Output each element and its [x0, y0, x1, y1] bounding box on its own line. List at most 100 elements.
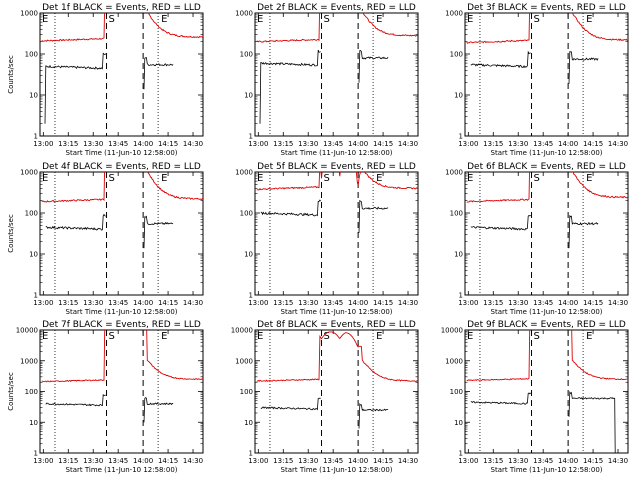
x-tick-label: 14:30 [608, 457, 628, 465]
x-tick-label: 13:30 [298, 299, 318, 307]
y-tick-label: 10000 [16, 327, 38, 335]
x-tick-label: 13:15 [273, 299, 293, 307]
start-marker-label: S [534, 14, 540, 25]
x-tick-label: 13:15 [58, 140, 78, 148]
end-marker-label: E [376, 173, 382, 184]
plot-frame [254, 12, 419, 137]
x-axis-label: Start Time (11-Jun-10 12:58:00) [281, 466, 393, 474]
x-tick-label: 14:15 [373, 299, 393, 307]
x-tick-label: 14:15 [373, 140, 393, 148]
y-tick-label: 100 [450, 51, 463, 59]
y-tick-label: 1000 [20, 169, 38, 177]
y-tick-label: 10000 [441, 327, 463, 335]
start-marker-label: S [534, 331, 540, 342]
y-tick-label: 1 [249, 292, 253, 300]
x-tick-label: 13:00 [458, 457, 478, 465]
x-tick-label: 13:30 [298, 140, 318, 148]
x-tick-label: 13:30 [83, 457, 103, 465]
x-tick-label: 14:15 [158, 457, 178, 465]
lld-series-line [466, 172, 628, 203]
y-tick-label: 1000 [20, 357, 38, 365]
x-tick-label: 13:15 [58, 299, 78, 307]
y-tick-label: 100 [450, 388, 463, 396]
y-tick-label: 1000 [235, 169, 253, 177]
events-series-line [358, 402, 389, 429]
x-tick-label: 13:00 [33, 299, 53, 307]
y-tick-label: 1 [249, 450, 253, 458]
panel-title: Det 6f BLACK = Events, RED = LLD [467, 162, 626, 172]
panel-title: Det 9f BLACK = Events, RED = LLD [467, 320, 626, 330]
end-marker-label: E [161, 173, 167, 184]
x-tick-label: 13:00 [33, 140, 53, 148]
left-marker-label: E [467, 331, 473, 342]
panel-title: Det 2f BLACK = Events, RED = LLD [257, 3, 416, 13]
y-axis-label: Counts/sec [7, 55, 15, 94]
y-tick-label: 1 [34, 292, 38, 300]
end-marker-label: E [586, 331, 592, 342]
lld-series-line [466, 330, 628, 382]
y-tick-label: 1 [459, 450, 463, 458]
x-tick-label: 13:45 [533, 299, 553, 307]
lld-series-line [256, 172, 418, 191]
start-marker-label: S [109, 331, 115, 342]
plot-frame [39, 12, 204, 137]
end-marker-label: E [376, 14, 382, 25]
start-marker-label: S [324, 331, 330, 342]
start-marker-label: S [324, 173, 330, 184]
panel-title: Det 8f BLACK = Events, RED = LLD [257, 320, 416, 330]
y-tick-label: 100 [25, 388, 38, 396]
detector-panel: Det 5f BLACK = Events, RED = LLD 13:00 13:… [235, 162, 419, 316]
end-marker-label: E [586, 173, 592, 184]
events-series-line [470, 214, 531, 231]
panel-title: Det 4f BLACK = Events, RED = LLD [42, 162, 201, 172]
plot-frame [464, 171, 629, 296]
events-series-line [358, 199, 389, 234]
x-tick-label: 14:30 [398, 299, 418, 307]
y-tick-label: 100 [25, 51, 38, 59]
detector-panel: Det 8f BLACK = Events, RED = LLD 13:00 13:… [231, 320, 419, 474]
x-tick-label: 14:15 [583, 140, 603, 148]
x-tick-label: 13:45 [108, 299, 128, 307]
y-tick-label: 1000 [445, 169, 463, 177]
x-tick-label: 14:00 [348, 457, 368, 465]
events-series-line [260, 199, 322, 217]
y-tick-label: 10 [244, 419, 253, 427]
plot-frame [464, 12, 629, 137]
y-tick-label: 1 [249, 133, 253, 141]
x-tick-label: 13:00 [248, 457, 268, 465]
y-tick-label: 1000 [20, 10, 38, 18]
x-tick-label: 13:15 [58, 457, 78, 465]
detector-panel: Det 2f BLACK = Events, RED = LLD 13:00 13:… [235, 3, 419, 157]
x-tick-label: 14:30 [183, 299, 203, 307]
x-axis-label: Start Time (11-Jun-10 12:58:00) [66, 466, 178, 474]
detector-panel: Det 6f BLACK = Events, RED = LLD 13:00 13:… [445, 162, 629, 316]
x-tick-label: 14:00 [348, 299, 368, 307]
events-series-line [44, 52, 106, 124]
x-tick-label: 14:00 [133, 140, 153, 148]
y-tick-label: 1000 [235, 10, 253, 18]
y-tick-label: 10000 [231, 327, 253, 335]
x-tick-label: 13:30 [508, 140, 528, 148]
y-tick-label: 1 [34, 133, 38, 141]
left-marker-label: E [257, 331, 263, 342]
x-tick-label: 13:45 [323, 140, 343, 148]
x-tick-label: 13:15 [273, 457, 293, 465]
x-axis-label: Start Time (11-Jun-10 12:58:00) [491, 149, 603, 157]
x-tick-label: 13:30 [83, 140, 103, 148]
y-axis-label: Counts/sec [7, 372, 15, 411]
start-marker-label: S [109, 173, 115, 184]
events-series-line [568, 51, 599, 84]
y-tick-label: 10 [29, 419, 38, 427]
x-tick-label: 13:00 [248, 140, 268, 148]
x-tick-label: 13:45 [323, 299, 343, 307]
events-series-line [259, 49, 321, 124]
x-tick-label: 14:30 [608, 299, 628, 307]
y-tick-label: 100 [450, 210, 463, 218]
start-marker-label: S [324, 14, 330, 25]
panel-title: Det 1f BLACK = Events, RED = LLD [42, 3, 201, 13]
x-tick-label: 13:30 [298, 457, 318, 465]
x-tick-label: 13:15 [273, 140, 293, 148]
events-series-line [45, 394, 106, 407]
end-marker-label: E [586, 14, 592, 25]
end-marker-label: E [161, 14, 167, 25]
